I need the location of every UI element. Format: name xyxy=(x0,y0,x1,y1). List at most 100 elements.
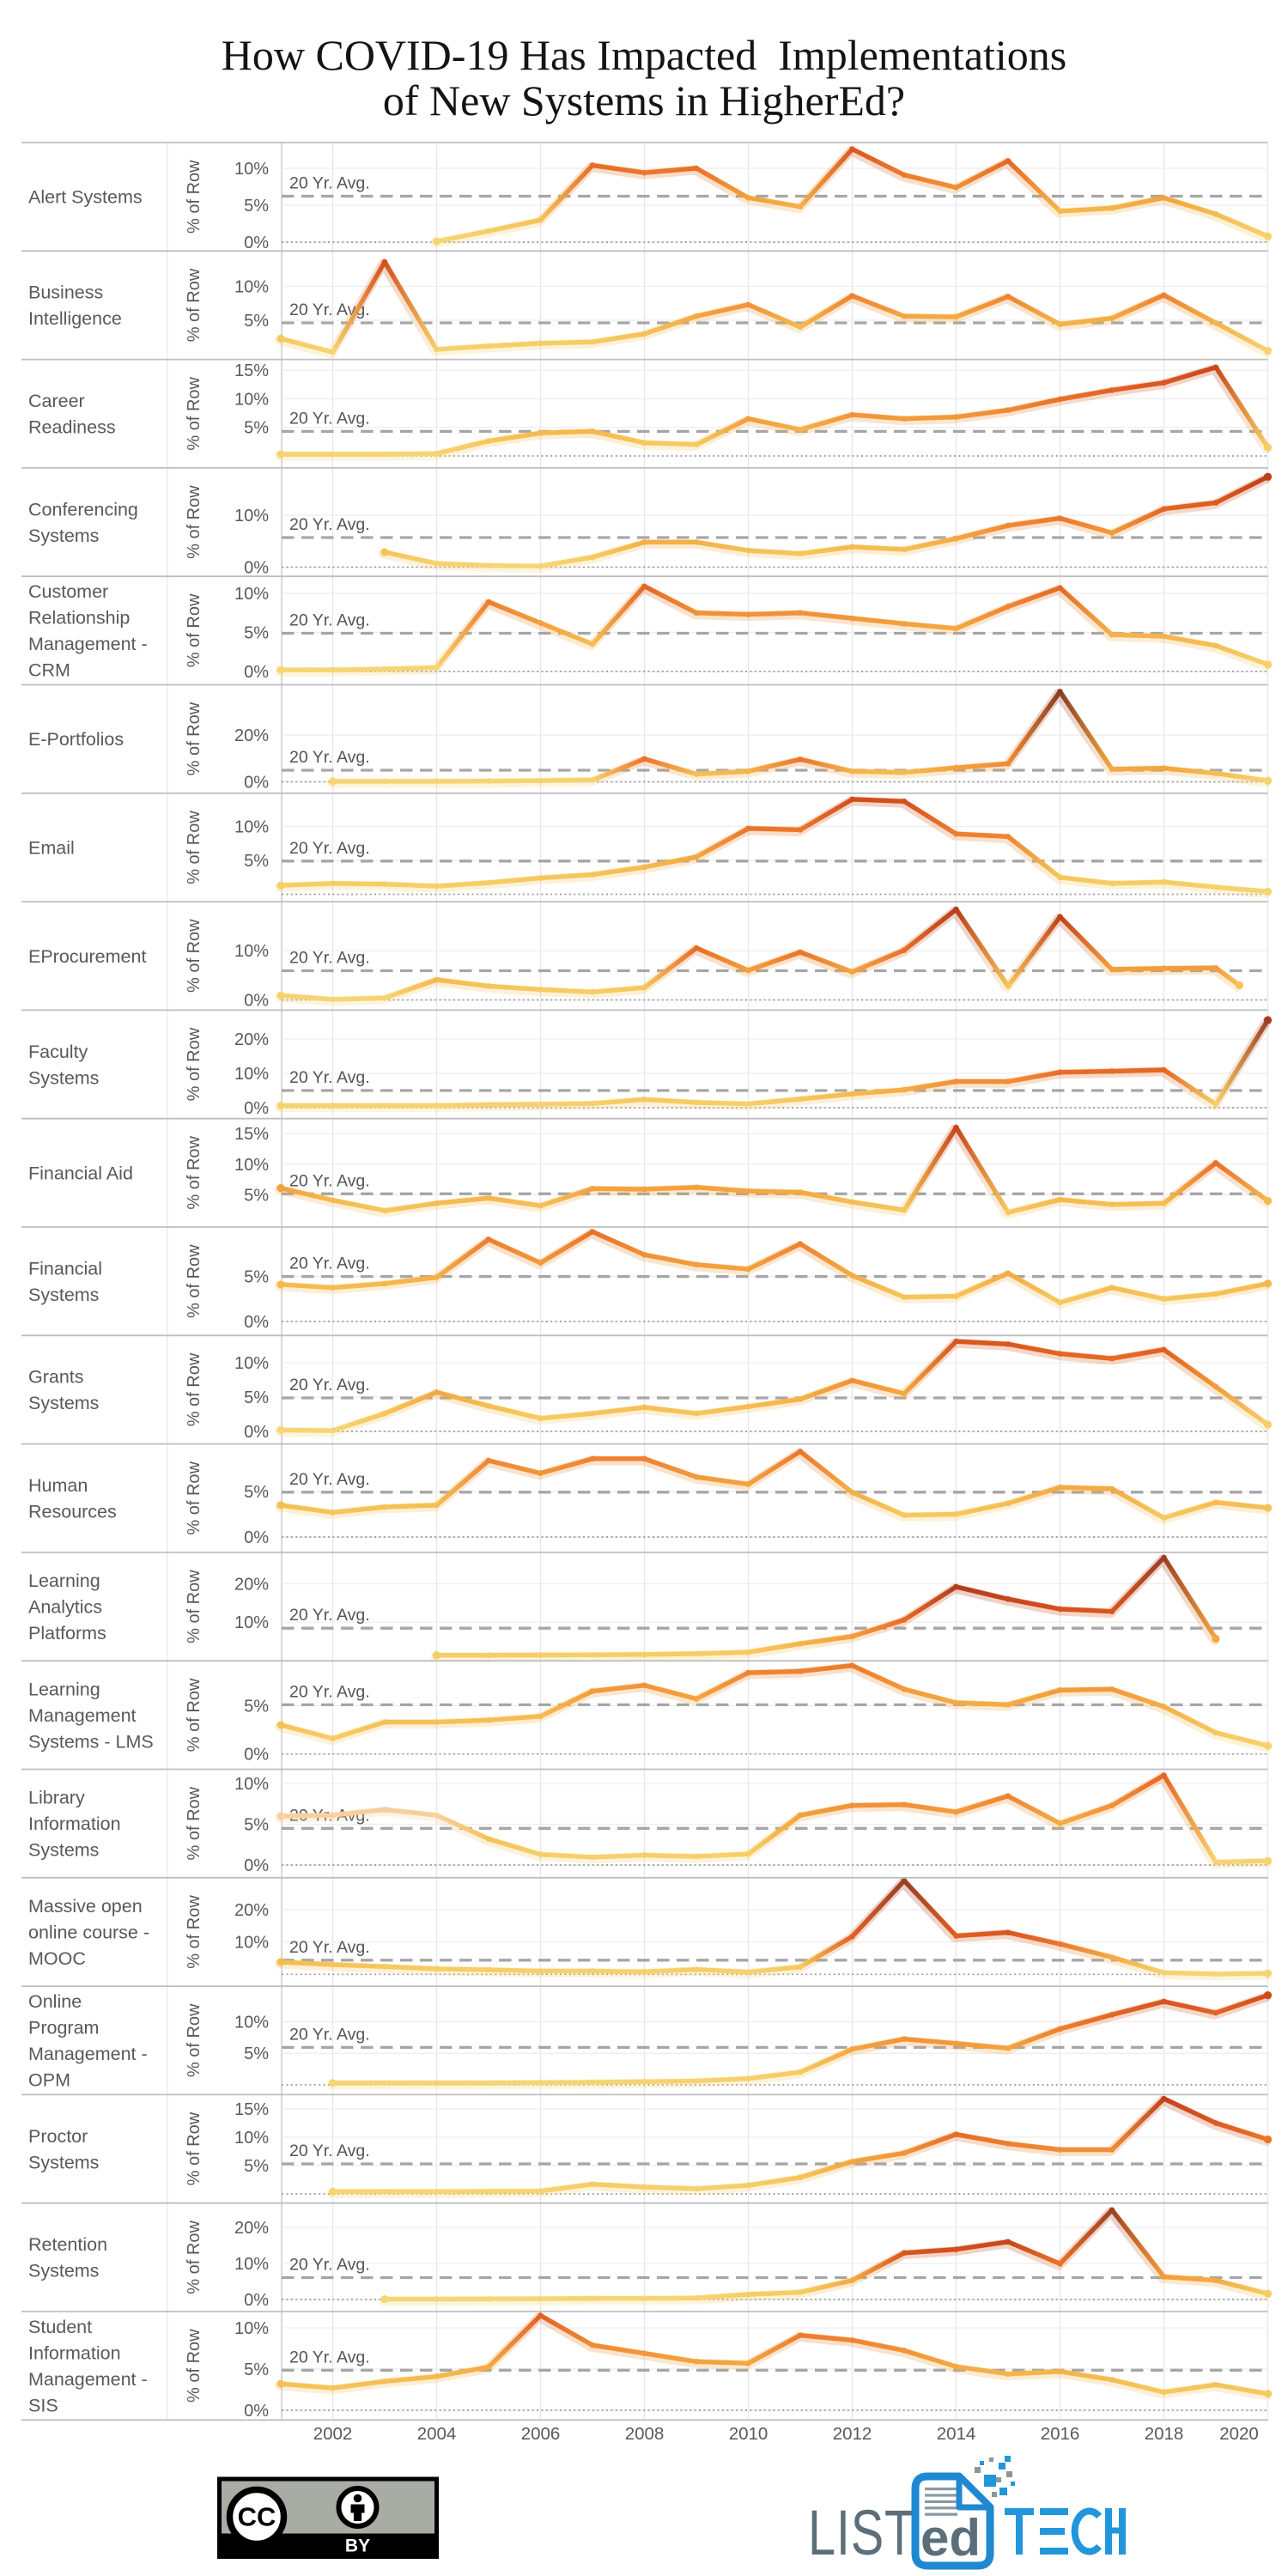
svg-text:20 Yr. Avg.: 20 Yr. Avg. xyxy=(289,1606,370,1625)
svg-text:5%: 5% xyxy=(244,1816,269,1835)
svg-text:Systems: Systems xyxy=(28,1067,99,1088)
svg-text:SIS: SIS xyxy=(28,2395,58,2415)
svg-text:0%: 0% xyxy=(244,1856,269,1875)
svg-text:20%: 20% xyxy=(234,1575,269,1594)
svg-text:Systems: Systems xyxy=(28,2261,99,2281)
svg-text:5%: 5% xyxy=(244,1697,269,1716)
svg-text:2020: 2020 xyxy=(1219,2424,1259,2444)
svg-text:0%: 0% xyxy=(244,2402,269,2421)
svg-text:% of Row: % of Row xyxy=(185,593,204,667)
svg-text:5%: 5% xyxy=(244,852,269,871)
svg-text:% of Row: % of Row xyxy=(185,1678,204,1752)
svg-text:20 Yr. Avg.: 20 Yr. Avg. xyxy=(289,1171,370,1190)
svg-text:Analytics: Analytics xyxy=(28,1597,102,1618)
svg-text:Systems: Systems xyxy=(28,2152,99,2172)
svg-text:Information: Information xyxy=(28,1814,121,1834)
svg-text:10%: 10% xyxy=(234,1934,269,1953)
svg-text:20 Yr. Avg.: 20 Yr. Avg. xyxy=(289,611,370,630)
svg-text:10%: 10% xyxy=(234,2255,269,2274)
svg-text:15%: 15% xyxy=(234,1125,269,1144)
svg-text:Management: Management xyxy=(28,1705,137,1726)
svg-text:Career: Career xyxy=(28,391,85,411)
svg-text:20 Yr. Avg.: 20 Yr. Avg. xyxy=(289,1682,370,1701)
svg-text:% of Row: % of Row xyxy=(185,268,204,342)
svg-text:10%: 10% xyxy=(234,2129,269,2148)
svg-text:Management -: Management - xyxy=(28,2369,148,2390)
svg-text:% of Row: % of Row xyxy=(185,702,204,775)
svg-text:20 Yr. Avg.: 20 Yr. Avg. xyxy=(289,949,370,968)
svg-text:% of Row: % of Row xyxy=(185,160,204,234)
svg-text:CRM: CRM xyxy=(28,660,70,681)
svg-text:Retention: Retention xyxy=(28,2234,107,2255)
svg-text:0%: 0% xyxy=(244,774,269,793)
svg-text:5%: 5% xyxy=(244,1388,269,1407)
svg-text:10%: 10% xyxy=(234,160,269,179)
svg-text:0%: 0% xyxy=(244,663,269,682)
svg-text:20 Yr. Avg.: 20 Yr. Avg. xyxy=(289,2348,370,2366)
svg-text:10%: 10% xyxy=(234,585,269,604)
svg-text:% of Row: % of Row xyxy=(185,376,204,450)
svg-text:15%: 15% xyxy=(234,361,269,380)
svg-text:20 Yr. Avg.: 20 Yr. Avg. xyxy=(289,2025,370,2044)
svg-text:10%: 10% xyxy=(234,278,269,297)
svg-text:10%: 10% xyxy=(234,390,269,409)
svg-text:2010: 2010 xyxy=(729,2424,769,2444)
svg-text:2004: 2004 xyxy=(417,2424,457,2444)
svg-text:20 Yr. Avg.: 20 Yr. Avg. xyxy=(289,748,370,767)
svg-text:20 Yr. Avg.: 20 Yr. Avg. xyxy=(289,1068,370,1087)
svg-text:0%: 0% xyxy=(244,559,269,578)
svg-text:% of Row: % of Row xyxy=(185,1461,204,1534)
svg-text:20 Yr. Avg.: 20 Yr. Avg. xyxy=(289,409,370,428)
svg-text:0%: 0% xyxy=(244,1746,269,1765)
svg-text:15%: 15% xyxy=(234,2100,269,2119)
svg-text:10%: 10% xyxy=(234,818,269,837)
svg-text:5%: 5% xyxy=(244,2157,269,2176)
svg-text:Systems: Systems xyxy=(28,1285,99,1305)
svg-text:Student: Student xyxy=(28,2317,92,2337)
svg-text:Massive open: Massive open xyxy=(28,1896,143,1917)
svg-text:10%: 10% xyxy=(234,942,269,961)
svg-text:Management -: Management - xyxy=(28,634,148,654)
svg-text:Online: Online xyxy=(28,1991,82,2012)
svg-text:5%: 5% xyxy=(244,419,269,438)
svg-text:% of Row: % of Row xyxy=(185,2221,204,2294)
svg-text:Email: Email xyxy=(28,838,75,859)
svg-text:0%: 0% xyxy=(244,234,269,252)
svg-text:0%: 0% xyxy=(244,1313,269,1332)
svg-text:MOOC: MOOC xyxy=(28,1948,86,1969)
svg-text:2012: 2012 xyxy=(833,2424,872,2444)
svg-text:% of Row: % of Row xyxy=(185,1895,204,1969)
svg-text:5%: 5% xyxy=(244,1186,269,1205)
svg-text:2016: 2016 xyxy=(1041,2424,1080,2444)
svg-text:0%: 0% xyxy=(244,2291,269,2310)
svg-text:% of Row: % of Row xyxy=(185,1786,204,1860)
svg-text:20%: 20% xyxy=(234,726,269,745)
svg-text:OPM: OPM xyxy=(28,2070,70,2091)
svg-text:20%: 20% xyxy=(234,1030,269,1049)
svg-text:5%: 5% xyxy=(244,2360,269,2379)
svg-text:20 Yr. Avg.: 20 Yr. Avg. xyxy=(289,2142,370,2160)
svg-text:0%: 0% xyxy=(244,992,269,1011)
svg-text:Management -: Management - xyxy=(28,2044,148,2064)
svg-text:% of Row: % of Row xyxy=(185,919,204,993)
svg-text:2014: 2014 xyxy=(937,2424,976,2444)
svg-text:Learning: Learning xyxy=(28,1679,100,1699)
svg-text:2008: 2008 xyxy=(625,2424,665,2444)
svg-text:Platforms: Platforms xyxy=(28,1623,106,1643)
svg-text:EProcurement: EProcurement xyxy=(28,946,146,967)
svg-text:Systems: Systems xyxy=(28,526,99,546)
svg-text:0%: 0% xyxy=(244,1423,269,1442)
svg-text:Financial: Financial xyxy=(28,1258,102,1279)
svg-text:20 Yr. Avg.: 20 Yr. Avg. xyxy=(289,1938,370,1957)
svg-text:Systems - LMS: Systems - LMS xyxy=(28,1731,154,1752)
svg-text:% of Row: % of Row xyxy=(185,1244,204,1318)
svg-text:10%: 10% xyxy=(234,1156,269,1175)
svg-text:% of Row: % of Row xyxy=(185,2003,204,2077)
svg-text:Resources: Resources xyxy=(28,1502,117,1522)
svg-text:Learning: Learning xyxy=(28,1571,100,1591)
svg-text:5%: 5% xyxy=(244,1268,269,1287)
svg-text:20 Yr. Avg.: 20 Yr. Avg. xyxy=(289,174,370,193)
svg-text:20 Yr. Avg.: 20 Yr. Avg. xyxy=(289,1376,370,1394)
svg-text:% of Row: % of Row xyxy=(185,811,204,884)
svg-text:of New Systems in HigherEd?: of New Systems in HigherEd? xyxy=(383,76,905,125)
